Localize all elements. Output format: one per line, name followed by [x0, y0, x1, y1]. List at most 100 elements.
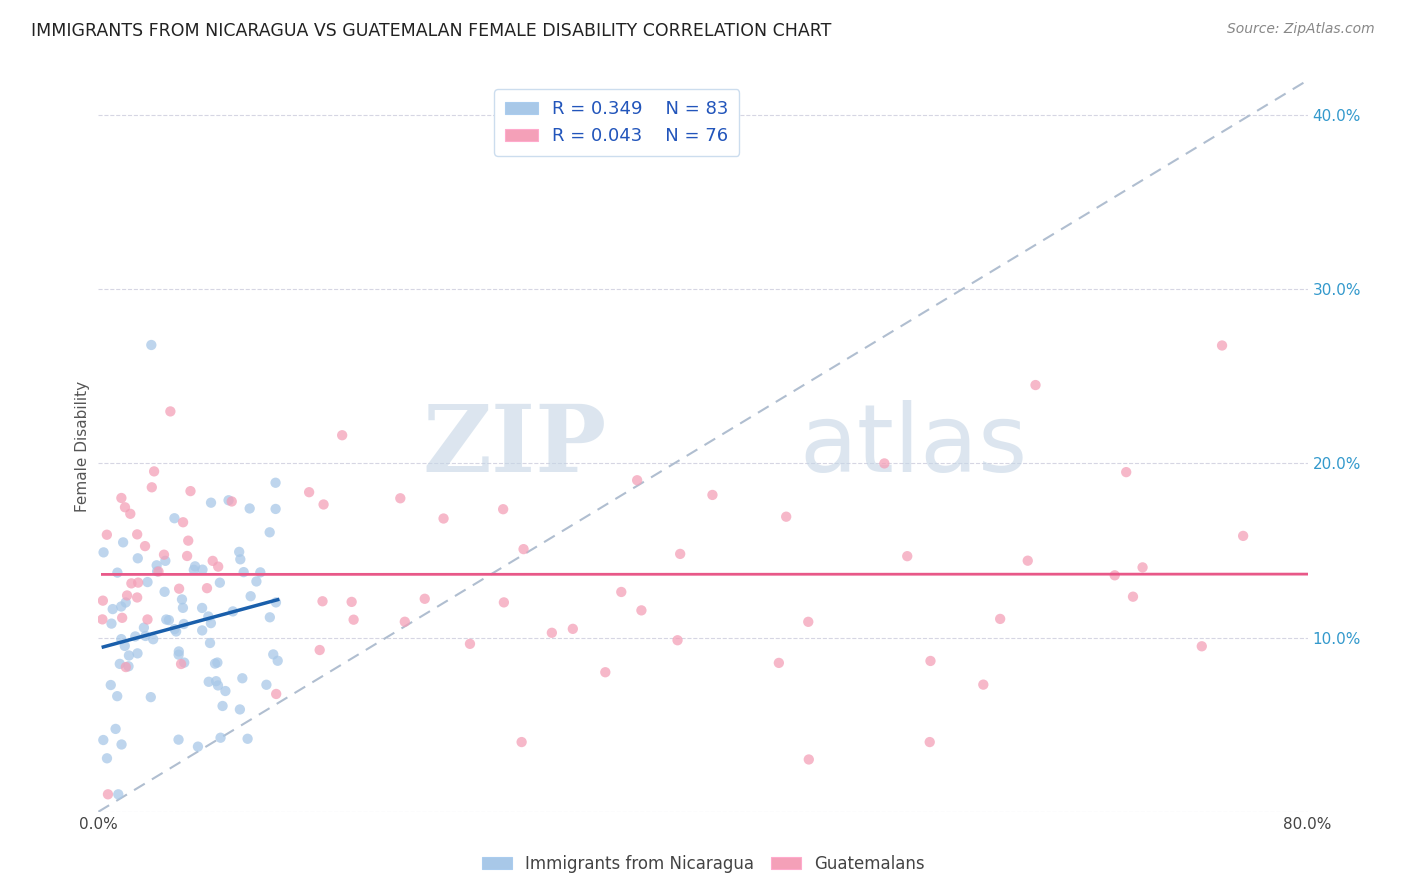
- Point: [239, 501, 262, 516]
- Point: [214, 684, 236, 698]
- Point: [236, 731, 259, 746]
- Point: [141, 338, 163, 352]
- Point: [91, 733, 114, 747]
- Point: [669, 547, 692, 561]
- Point: [115, 589, 138, 603]
- Point: [702, 488, 724, 502]
- Point: [179, 484, 201, 499]
- Point: [93, 545, 115, 559]
- Point: [197, 674, 219, 689]
- Point: [231, 671, 253, 685]
- Point: [267, 654, 290, 668]
- Point: [170, 657, 193, 671]
- Point: [110, 632, 132, 646]
- Point: [413, 591, 436, 606]
- Point: [167, 582, 190, 596]
- Point: [172, 515, 194, 529]
- Point: [254, 678, 277, 692]
- Text: IMMIGRANTS FROM NICARAGUA VS GUATEMALAN FEMALE DISABILITY CORRELATION CHART: IMMIGRANTS FROM NICARAGUA VS GUATEMALAN …: [31, 22, 831, 40]
- Point: [207, 678, 229, 692]
- Point: [595, 665, 617, 680]
- Point: [208, 575, 231, 590]
- Point: [127, 646, 149, 660]
- Point: [127, 551, 149, 566]
- Point: [153, 548, 176, 562]
- Text: ZIP: ZIP: [422, 401, 606, 491]
- Point: [972, 678, 994, 692]
- Point: [492, 502, 515, 516]
- Point: [142, 632, 165, 647]
- Point: [118, 648, 141, 663]
- Point: [1211, 338, 1233, 352]
- Point: [264, 595, 287, 609]
- Point: [132, 621, 155, 635]
- Point: [191, 601, 214, 615]
- Point: [157, 613, 180, 627]
- Point: [141, 480, 163, 494]
- Point: [432, 511, 454, 525]
- Point: [1024, 378, 1046, 392]
- Point: [340, 595, 363, 609]
- Point: [107, 787, 129, 801]
- Point: [159, 404, 181, 418]
- Point: [610, 585, 633, 599]
- Point: [191, 624, 214, 638]
- Point: [343, 613, 366, 627]
- Point: [561, 622, 583, 636]
- Point: [197, 609, 219, 624]
- Point: [167, 648, 190, 662]
- Point: [134, 539, 156, 553]
- Point: [259, 610, 281, 624]
- Point: [918, 735, 941, 749]
- Point: [163, 622, 186, 636]
- Point: [104, 722, 127, 736]
- Point: [512, 542, 534, 557]
- Point: [163, 511, 186, 525]
- Point: [626, 473, 648, 487]
- Point: [167, 644, 190, 658]
- Point: [389, 491, 412, 506]
- Point: [249, 566, 271, 580]
- Point: [136, 612, 159, 626]
- Point: [120, 576, 142, 591]
- Point: [207, 656, 229, 670]
- Point: [768, 656, 790, 670]
- Point: [228, 545, 250, 559]
- Point: [105, 566, 128, 580]
- Point: [139, 690, 162, 705]
- Point: [114, 639, 136, 653]
- Point: [136, 575, 159, 590]
- Point: [630, 603, 652, 617]
- Point: [134, 629, 156, 643]
- Point: [204, 657, 226, 671]
- Point: [110, 738, 132, 752]
- Point: [96, 527, 118, 541]
- Point: [167, 732, 190, 747]
- Point: [229, 552, 252, 566]
- Point: [259, 525, 281, 540]
- Point: [308, 643, 330, 657]
- Point: [222, 604, 245, 618]
- Point: [264, 687, 287, 701]
- Point: [1232, 529, 1254, 543]
- Point: [146, 565, 169, 579]
- Point: [666, 633, 689, 648]
- Text: atlas: atlas: [800, 400, 1028, 492]
- Point: [155, 613, 177, 627]
- Point: [330, 428, 353, 442]
- Point: [114, 595, 136, 609]
- Point: [187, 739, 209, 754]
- Point: [797, 752, 820, 766]
- Point: [96, 751, 118, 765]
- Point: [264, 475, 287, 490]
- Point: [1191, 640, 1213, 654]
- Legend: R = 0.349    N = 83, R = 0.043    N = 76: R = 0.349 N = 83, R = 0.043 N = 76: [495, 89, 740, 156]
- Point: [394, 615, 416, 629]
- Point: [183, 563, 205, 577]
- Point: [110, 491, 132, 505]
- Point: [458, 637, 481, 651]
- Point: [229, 702, 252, 716]
- Point: [176, 549, 198, 563]
- Point: [775, 509, 797, 524]
- Point: [191, 563, 214, 577]
